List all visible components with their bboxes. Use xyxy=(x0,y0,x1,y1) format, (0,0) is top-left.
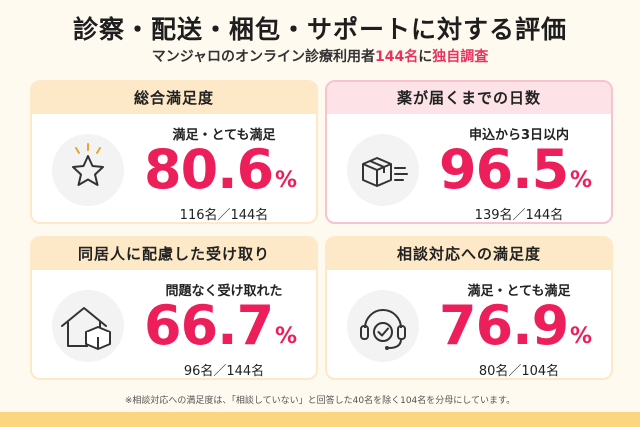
card-header: 総合満足度 xyxy=(32,82,316,114)
card-delivery-days: 薬が届くまでの日数 申込から3日以内 96.5 % 139名／144名 xyxy=(325,80,613,224)
subtitle-prefix: マンジャロのオンライン診療利用者 xyxy=(151,49,376,65)
house-box-icon xyxy=(52,290,124,362)
delivery-box-icon xyxy=(347,134,419,206)
footnote: ※相談対応への満足度は、「相談していない」と回答した40名を除く104名を分母に… xyxy=(124,396,516,406)
page-title: 診察・配送・梱包・サポートに対する評価 xyxy=(72,15,567,44)
metric-count: 96名／144名 xyxy=(183,364,265,379)
bottom-bar xyxy=(0,412,640,427)
card-discreet-delivery: 同居人に配慮した受け取り 問題なく受け取れた 66.7 % 96名／144名 xyxy=(30,236,318,380)
card-header: 薬が届くまでの日数 xyxy=(327,82,611,114)
metric-value: 96.5 xyxy=(439,138,569,201)
metric-unit: % xyxy=(275,168,298,193)
metric-value: 80.6 xyxy=(144,138,274,201)
metric-value: 66.7 xyxy=(144,294,274,357)
headset-check-icon xyxy=(347,290,419,362)
metric-label: 問題なく受け取れた xyxy=(165,284,283,299)
page-subtitle: マンジャロのオンライン診療利用者144名に独自調査 xyxy=(0,46,640,66)
card-header: 同居人に配慮した受け取り xyxy=(32,238,316,270)
star-icon xyxy=(52,134,124,206)
metric-unit: % xyxy=(570,324,593,349)
metric-label: 申込から3日以内 xyxy=(468,128,570,143)
metric-count: 80名／104名 xyxy=(478,364,560,379)
card-header: 相談対応への満足度 xyxy=(327,238,611,270)
metric-label: 満足・とても満足 xyxy=(467,284,571,299)
metric-value: 76.9 xyxy=(439,294,569,357)
metric-count: 116名／144名 xyxy=(179,208,269,223)
subtitle-count: 144名 xyxy=(375,49,419,65)
metric-label: 満足・とても満足 xyxy=(172,128,276,143)
card-consultation-satisfaction: 相談対応への満足度 満足・とても満足 76.9 % 80名／104名 xyxy=(325,236,613,380)
subtitle-suffix: 独自調査 xyxy=(432,49,489,65)
card-overall-satisfaction: 総合満足度 満足・とても満足 80.6 % 116名／144名 xyxy=(30,80,318,224)
metric-count: 139名／144名 xyxy=(474,208,564,223)
metric-unit: % xyxy=(570,168,593,193)
subtitle-mid: に xyxy=(418,49,433,65)
metric-unit: % xyxy=(275,324,298,349)
